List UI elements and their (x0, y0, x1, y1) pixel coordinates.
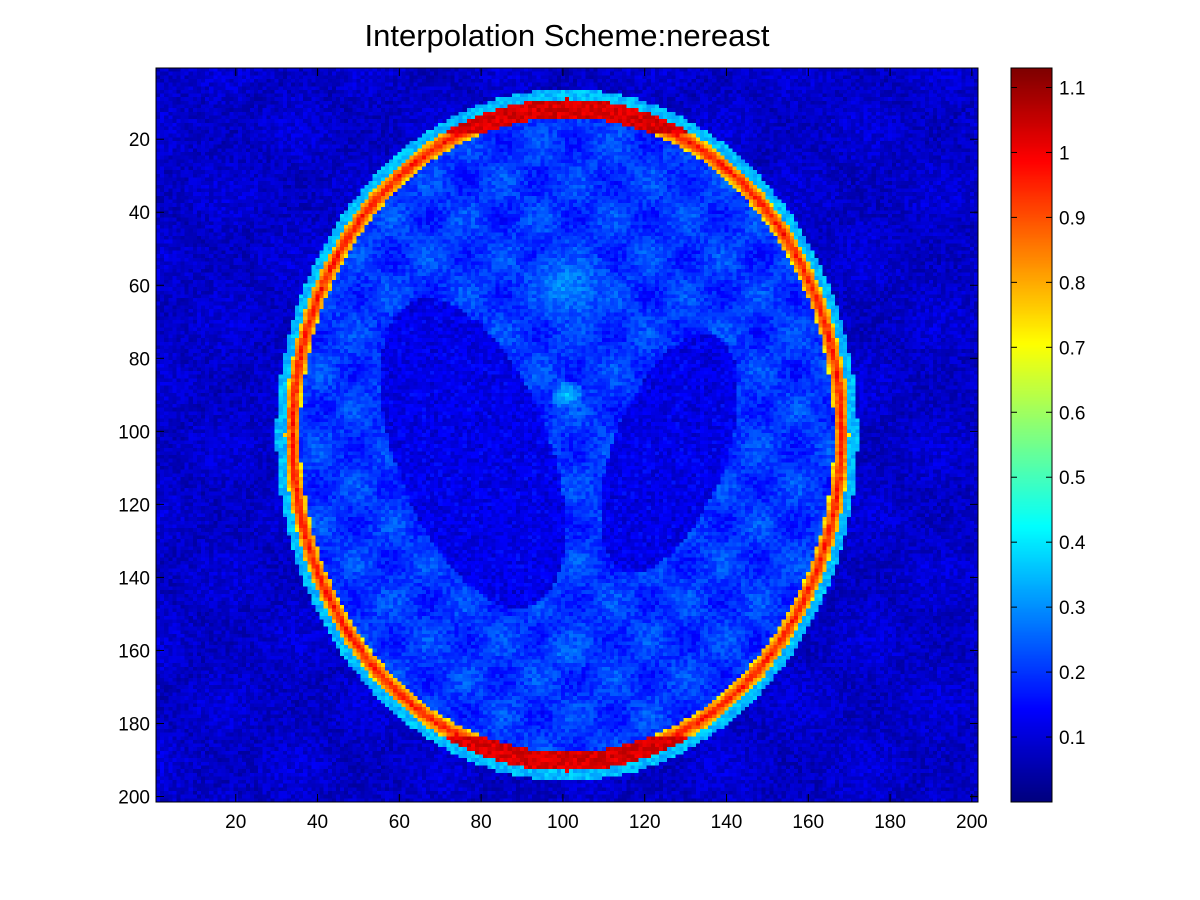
colorbar-tick-label: 0.4 (1059, 533, 1086, 554)
colorbar-tick-label: 0.8 (1059, 273, 1085, 294)
x-tick-label: 40 (307, 812, 328, 833)
plot-area (155, 67, 979, 803)
colorbar-ticks: 0.1 0.2 0.3 0.4 0.5 0.6 0.7 0.8 0.9 1 1.1 (1011, 78, 1086, 749)
colorbar (1010, 67, 1053, 803)
colorbar-tick-label: 0.3 (1059, 598, 1085, 619)
y-tick-label: 60 (129, 276, 150, 297)
colorbar-tick-label: 0.6 (1059, 403, 1085, 424)
x-tick-label: 160 (792, 812, 824, 833)
y-tick-label: 40 (129, 203, 150, 224)
x-tick-label: 20 (225, 812, 246, 833)
y-tick-label: 200 (118, 788, 150, 809)
colorbar-tick-label: 0.5 (1059, 468, 1085, 489)
colorbar-frame (1010, 67, 1053, 803)
x-tick-label: 180 (874, 812, 906, 833)
x-tick-label: 80 (471, 812, 492, 833)
y-tick-label: 160 (118, 641, 150, 662)
colorbar-tick-label: 0.7 (1059, 338, 1085, 359)
plot-frame (155, 67, 979, 803)
y-tick-label: 120 (118, 495, 150, 516)
colorbar-gradient (1011, 68, 1052, 802)
colorbar-tick-label: 1 (1059, 143, 1070, 164)
x-tick-label: 120 (629, 812, 661, 833)
x-tick-label: 100 (547, 812, 579, 833)
y-tick-label: 80 (129, 349, 150, 370)
x-tick-label: 140 (711, 812, 743, 833)
y-tick-label: 180 (118, 714, 150, 735)
colorbar-tick-label: 1.1 (1059, 78, 1085, 99)
y-tick-label: 140 (118, 568, 150, 589)
heatmap-image (156, 68, 978, 802)
colorbar-tick-label: 0.2 (1059, 663, 1085, 684)
chart-title: Interpolation Scheme:nereast (364, 18, 770, 53)
x-axis: 20 40 60 80 100 120 140 160 180 200 (225, 68, 988, 833)
y-tick-label: 100 (118, 422, 150, 443)
y-tick-label: 20 (129, 130, 150, 151)
colorbar-tick-label: 0.1 (1059, 728, 1085, 749)
x-tick-label: 200 (956, 812, 988, 833)
x-tick-label: 60 (389, 812, 410, 833)
colorbar-tick-label: 0.9 (1059, 208, 1085, 229)
y-axis: 20 40 60 80 100 120 140 160 180 200 (118, 130, 978, 809)
